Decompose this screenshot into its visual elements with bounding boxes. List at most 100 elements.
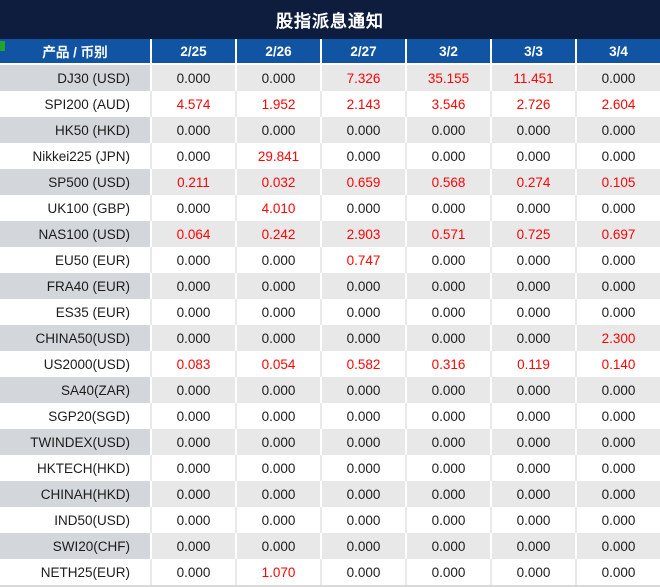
value-cell: 0.000 (575, 195, 660, 221)
value-cell: 0.000 (150, 455, 235, 481)
value-cell: 0.316 (405, 351, 490, 377)
value-cell: 0.000 (320, 455, 405, 481)
value-cell: 2.903 (320, 221, 405, 247)
value-cell: 0.000 (575, 455, 660, 481)
value-cell: 0.105 (575, 169, 660, 195)
title-bar: 股指派息通知 (0, 0, 660, 39)
value-cell: 0.000 (320, 143, 405, 169)
value-cell: 0.054 (235, 351, 320, 377)
value-cell: 0.000 (150, 143, 235, 169)
value-cell: 0.000 (405, 507, 490, 533)
value-cell: 0.000 (405, 533, 490, 559)
value-cell: 0.000 (405, 403, 490, 429)
value-cell: 0.000 (235, 117, 320, 143)
row-label: CHINAH(HKD) (0, 481, 150, 507)
value-cell: 0.032 (235, 169, 320, 195)
value-cell: 0.000 (235, 481, 320, 507)
value-cell: 0.000 (490, 143, 575, 169)
value-cell: 0.000 (490, 299, 575, 325)
value-cell: 1.070 (235, 559, 320, 585)
column-header-date-4: 3/2 (405, 39, 490, 65)
value-cell: 35.155 (405, 65, 490, 91)
value-cell: 0.000 (150, 403, 235, 429)
value-cell: 0.000 (150, 481, 235, 507)
value-cell: 0.000 (150, 117, 235, 143)
column-header-date-6: 3/4 (575, 39, 660, 65)
row-label: ES35 (EUR) (0, 299, 150, 325)
value-cell: 0.000 (320, 377, 405, 403)
column-header-date-3: 2/27 (320, 39, 405, 65)
value-cell: 0.000 (150, 533, 235, 559)
value-cell: 11.451 (490, 65, 575, 91)
row-label: SP500 (USD) (0, 169, 150, 195)
value-cell: 0.000 (150, 273, 235, 299)
value-cell: 0.000 (490, 559, 575, 585)
column-header-date-2: 2/26 (235, 39, 320, 65)
value-cell: 0.000 (320, 325, 405, 351)
value-cell: 0.000 (490, 247, 575, 273)
row-label: TWINDEX(USD) (0, 429, 150, 455)
value-cell: 0.000 (320, 533, 405, 559)
corner-marker-icon (0, 41, 5, 51)
value-cell: 0.000 (150, 325, 235, 351)
row-label: NETH25(EUR) (0, 559, 150, 585)
value-cell: 0.000 (575, 117, 660, 143)
value-cell: 0.000 (575, 273, 660, 299)
value-cell: 0.000 (575, 559, 660, 585)
value-cell: 0.000 (235, 429, 320, 455)
value-cell: 0.000 (405, 195, 490, 221)
row-label: SPI200 (AUD) (0, 91, 150, 117)
column-header-product-label: 产品 / 币别 (42, 45, 108, 60)
dividend-table: 产品 / 币别 2/25 2/26 2/27 3/2 3/3 3/4 DJ30 … (0, 39, 660, 587)
value-cell: 0.000 (235, 273, 320, 299)
row-label: US2000(USD) (0, 351, 150, 377)
value-cell: 0.000 (575, 507, 660, 533)
value-cell: 0.242 (235, 221, 320, 247)
value-cell: 4.574 (150, 91, 235, 117)
value-cell: 1.952 (235, 91, 320, 117)
value-cell: 0.000 (575, 403, 660, 429)
value-cell: 0.000 (575, 481, 660, 507)
value-cell: 0.000 (490, 273, 575, 299)
value-cell: 0.000 (490, 195, 575, 221)
row-label: HK50 (HKD) (0, 117, 150, 143)
value-cell: 0.000 (320, 559, 405, 585)
row-label: NAS100 (USD) (0, 221, 150, 247)
value-cell: 0.000 (150, 299, 235, 325)
value-cell: 0.000 (320, 299, 405, 325)
value-cell: 0.083 (150, 351, 235, 377)
value-cell: 0.000 (490, 533, 575, 559)
value-cell: 2.300 (575, 325, 660, 351)
value-cell: 0.000 (405, 377, 490, 403)
value-cell: 0.000 (490, 117, 575, 143)
value-cell: 0.582 (320, 351, 405, 377)
value-cell: 0.000 (235, 507, 320, 533)
row-label: SGP20(SGD) (0, 403, 150, 429)
row-label: EU50 (EUR) (0, 247, 150, 273)
value-cell: 0.000 (405, 481, 490, 507)
value-cell: 0.000 (235, 455, 320, 481)
value-cell: 0.000 (320, 507, 405, 533)
value-cell: 0.000 (320, 481, 405, 507)
value-cell: 0.000 (235, 325, 320, 351)
value-cell: 0.000 (490, 481, 575, 507)
value-cell: 0.000 (235, 377, 320, 403)
value-cell: 0.725 (490, 221, 575, 247)
value-cell: 0.000 (405, 429, 490, 455)
value-cell: 0.000 (575, 247, 660, 273)
value-cell: 0.571 (405, 221, 490, 247)
value-cell: 0.000 (405, 247, 490, 273)
value-cell: 0.000 (150, 195, 235, 221)
value-cell: 2.143 (320, 91, 405, 117)
value-cell: 0.000 (235, 299, 320, 325)
value-cell: 0.274 (490, 169, 575, 195)
value-cell: 3.546 (405, 91, 490, 117)
value-cell: 0.000 (490, 403, 575, 429)
value-cell: 0.000 (320, 273, 405, 299)
value-cell: 0.000 (150, 429, 235, 455)
row-label: FRA40 (EUR) (0, 273, 150, 299)
value-cell: 0.000 (405, 143, 490, 169)
value-cell: 0.064 (150, 221, 235, 247)
value-cell: 0.000 (235, 247, 320, 273)
